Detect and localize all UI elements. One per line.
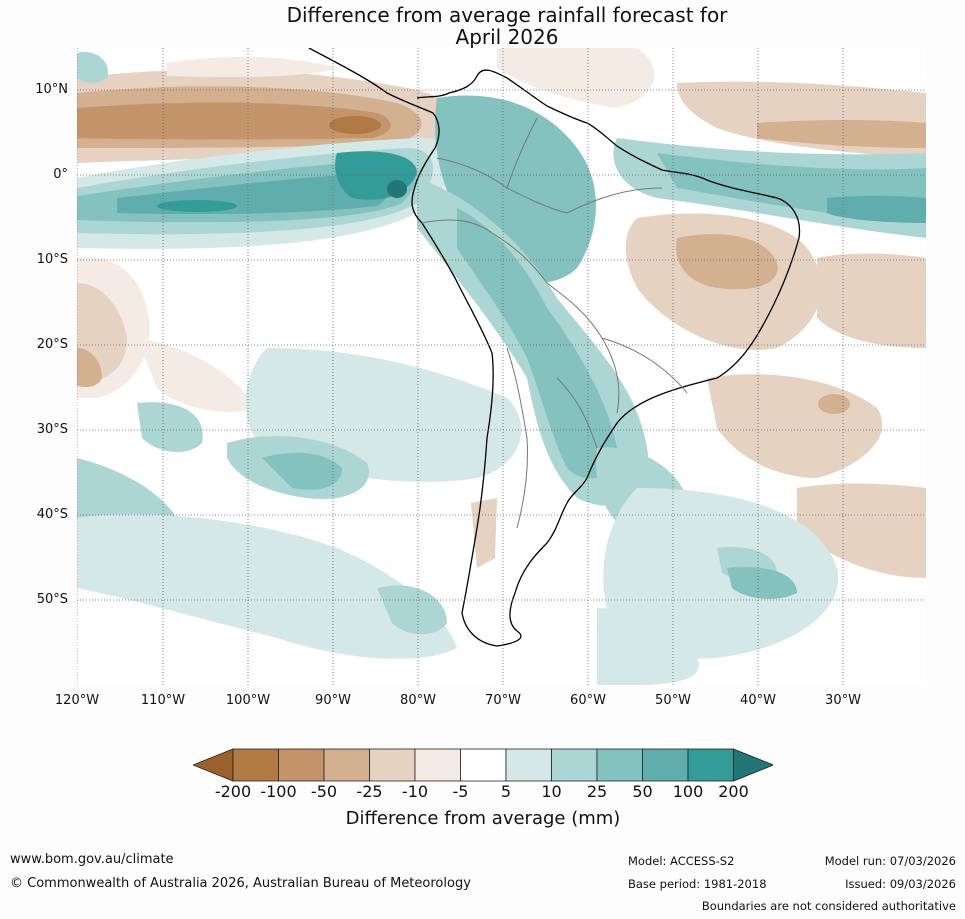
colorbar-extend-low [193,748,234,782]
colorbar-tick-label: -100 [260,782,297,801]
colorbar-bin [505,748,552,782]
colorbar-tick-label: 25 [586,782,608,801]
lon-label-80w: 80°W [400,693,436,708]
lon-label-30w: 30°W [825,693,861,708]
lat-label-50s: 50°S [36,592,68,607]
colorbar-tick-label: -50 [310,782,338,801]
country-borders [421,117,688,529]
wet-anomaly-layer [77,52,926,685]
title-line-1: Difference from average rainfall forecas… [286,3,728,27]
colorbar-bin [642,748,689,782]
copyright-text: © Commonwealth of Australia 2026, Austra… [10,876,471,891]
colorbar-tick-label: -200 [214,782,252,801]
colorbar-tick-label: 5 [500,782,512,801]
model-run: Model run: 07/03/2026 [824,854,956,868]
colorbar-bin [596,748,643,782]
colorbar-bin [460,748,507,782]
colorbar-bin [232,748,279,782]
colorbar-tick-label: -5 [452,782,469,801]
lon-label-100w: 100°W [225,693,271,708]
colorbar-tick-label: -25 [356,782,383,801]
website-link[interactable]: www.bom.gov.au/climate [10,852,174,867]
colorbar-extend-high [733,748,773,782]
map-canvas [77,48,926,685]
graticule [77,48,926,685]
map-title: Difference from average rainfall forecas… [0,4,965,48]
issued-date: Issued: 09/03/2026 [845,877,956,891]
lat-label-10s: 10°S [36,252,68,267]
colorbar-label: Difference from average (mm) [345,808,621,829]
boundaries-disclaimer: Boundaries are not considered authoritat… [701,899,956,913]
lat-label-40s: 40°S [36,507,68,522]
colorbar-bin [414,748,461,782]
lat-label-20s: 20°S [36,337,68,352]
colorbar-tick-label: 10 [541,782,562,801]
lat-label-30s: 30°S [36,422,68,437]
colorbar [193,748,773,782]
lat-label-10n: 10°N [35,82,68,97]
colorbar-tick-label: 200 [718,782,749,801]
colorbar-bin [687,748,734,782]
lon-label-60w: 60°W [570,693,606,708]
base-period: Base period: 1981-2018 [628,877,767,891]
colorbar-bin [278,748,325,782]
lon-label-120w: 120°W [54,693,100,708]
forecast-map [77,48,926,685]
lon-label-40w: 40°W [740,693,776,708]
lon-label-70w: 70°W [485,693,521,708]
colorbar-bin [551,748,598,782]
dry-anomaly-layer [77,48,926,578]
lat-label-0: 0° [53,167,68,182]
model-name: Model: ACCESS-S2 [628,854,735,868]
colorbar-tick-label: 100 [672,782,704,801]
lon-label-50w: 50°W [655,693,691,708]
title-line-2: April 2026 [455,25,559,49]
colorbar-bin [323,748,370,782]
colorbar-tick-label: 50 [632,782,653,801]
lon-label-90w: 90°W [315,693,351,708]
colorbar-tick-label: -10 [401,782,429,801]
colorbar-bin [369,748,416,782]
lon-label-110w: 110°W [140,693,186,708]
